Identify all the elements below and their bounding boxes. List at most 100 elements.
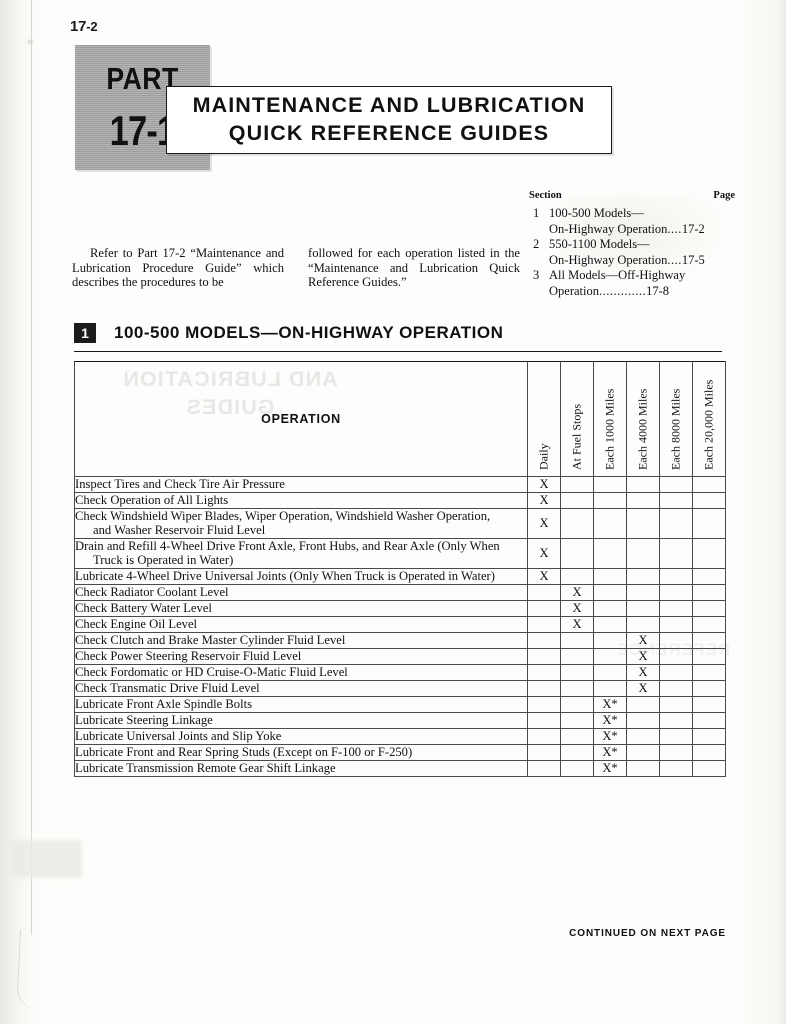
mark-cell[interactable] bbox=[626, 727, 660, 745]
mark-cell[interactable] bbox=[593, 537, 627, 569]
table-row[interactable]: Check Fordomatic or HD Cruise-O-Matic Fl… bbox=[74, 663, 726, 681]
mark-cell[interactable] bbox=[659, 647, 693, 665]
table-row[interactable]: Check Clutch and Brake Master Cylinder F… bbox=[74, 631, 726, 649]
mark-cell[interactable] bbox=[593, 679, 627, 697]
mark-cell[interactable] bbox=[527, 759, 561, 777]
mark-cell[interactable] bbox=[560, 631, 594, 649]
mark-cell[interactable]: X bbox=[560, 615, 594, 633]
mark-cell[interactable] bbox=[659, 508, 693, 539]
mark-cell[interactable] bbox=[527, 743, 561, 761]
mark-cell[interactable] bbox=[692, 711, 726, 729]
mark-cell[interactable] bbox=[560, 727, 594, 745]
mark-cell[interactable] bbox=[692, 537, 726, 569]
mark-cell[interactable] bbox=[626, 695, 660, 713]
mark-cell[interactable] bbox=[659, 476, 693, 493]
mark-cell[interactable]: X bbox=[560, 599, 594, 617]
mark-cell[interactable] bbox=[593, 492, 627, 509]
mark-cell[interactable] bbox=[593, 508, 627, 539]
mark-cell[interactable] bbox=[593, 663, 627, 681]
mark-cell[interactable]: X* bbox=[593, 711, 627, 729]
mark-cell[interactable]: X* bbox=[593, 727, 627, 745]
table-row[interactable]: Check Power Steering Reservoir Fluid Lev… bbox=[74, 647, 726, 665]
mark-cell[interactable]: X bbox=[626, 647, 660, 665]
mark-cell[interactable]: X bbox=[560, 583, 594, 601]
mark-cell[interactable] bbox=[659, 615, 693, 633]
mark-cell[interactable] bbox=[560, 647, 594, 665]
mark-cell[interactable] bbox=[659, 679, 693, 697]
mark-cell[interactable] bbox=[692, 663, 726, 681]
mark-cell[interactable] bbox=[527, 679, 561, 697]
table-row[interactable]: Lubricate Transmission Remote Gear Shift… bbox=[74, 759, 726, 777]
mark-cell[interactable] bbox=[593, 567, 627, 585]
mark-cell[interactable] bbox=[692, 567, 726, 585]
mark-cell[interactable]: X bbox=[527, 476, 561, 493]
mark-cell[interactable] bbox=[626, 476, 660, 493]
mark-cell[interactable] bbox=[659, 537, 693, 569]
mark-cell[interactable]: X* bbox=[593, 759, 627, 777]
mark-cell[interactable] bbox=[659, 583, 693, 601]
table-row[interactable]: Check Radiator Coolant Level X bbox=[74, 583, 726, 601]
table-row[interactable]: Check Battery Water Level X bbox=[74, 599, 726, 617]
mark-cell[interactable] bbox=[527, 631, 561, 649]
mark-cell[interactable] bbox=[626, 711, 660, 729]
mark-cell[interactable] bbox=[692, 759, 726, 777]
mark-cell[interactable] bbox=[692, 492, 726, 509]
mark-cell[interactable] bbox=[659, 695, 693, 713]
mark-cell[interactable] bbox=[527, 711, 561, 729]
table-row[interactable]: Drain and Refill 4-Wheel Drive Front Axl… bbox=[74, 537, 726, 569]
mark-cell[interactable] bbox=[692, 695, 726, 713]
index-row[interactable]: 3 All Models—Off-Highway Operation......… bbox=[529, 268, 735, 299]
table-row[interactable]: Lubricate Front Axle Spindle Bolts X* bbox=[74, 695, 726, 713]
mark-cell[interactable] bbox=[659, 727, 693, 745]
mark-cell[interactable] bbox=[527, 647, 561, 665]
mark-cell[interactable] bbox=[626, 759, 660, 777]
mark-cell[interactable]: X bbox=[527, 567, 561, 585]
mark-cell[interactable]: X bbox=[527, 492, 561, 509]
mark-cell[interactable] bbox=[692, 679, 726, 697]
table-row[interactable]: Check Windshield Wiper Blades, Wiper Ope… bbox=[74, 508, 726, 539]
mark-cell[interactable] bbox=[560, 743, 594, 761]
mark-cell[interactable] bbox=[659, 711, 693, 729]
mark-cell[interactable] bbox=[659, 663, 693, 681]
mark-cell[interactable]: X* bbox=[593, 695, 627, 713]
mark-cell[interactable] bbox=[659, 599, 693, 617]
index-row[interactable]: 1 100-500 Models— On-Highway Operation..… bbox=[529, 206, 735, 237]
mark-cell[interactable] bbox=[560, 476, 594, 493]
table-row[interactable]: Lubricate Universal Joints and Slip Yoke… bbox=[74, 727, 726, 745]
mark-cell[interactable] bbox=[593, 599, 627, 617]
mark-cell[interactable]: X bbox=[527, 508, 561, 539]
mark-cell[interactable] bbox=[626, 492, 660, 509]
table-row[interactable]: Lubricate Front and Rear Spring Studs (E… bbox=[74, 743, 726, 761]
mark-cell[interactable] bbox=[560, 711, 594, 729]
mark-cell[interactable] bbox=[692, 727, 726, 745]
table-row[interactable]: Lubricate 4-Wheel Drive Universal Joints… bbox=[74, 567, 726, 585]
mark-cell[interactable] bbox=[659, 492, 693, 509]
mark-cell[interactable] bbox=[560, 695, 594, 713]
mark-cell[interactable] bbox=[593, 476, 627, 493]
mark-cell[interactable]: X bbox=[626, 679, 660, 697]
mark-cell[interactable] bbox=[593, 647, 627, 665]
index-row[interactable]: 2 550-1100 Models— On-Highway Operation.… bbox=[529, 237, 735, 268]
mark-cell[interactable] bbox=[659, 567, 693, 585]
mark-cell[interactable] bbox=[692, 647, 726, 665]
mark-cell[interactable] bbox=[692, 583, 726, 601]
mark-cell[interactable] bbox=[527, 615, 561, 633]
mark-cell[interactable] bbox=[593, 583, 627, 601]
table-row[interactable]: Check Operation of All Lights X bbox=[74, 492, 726, 509]
mark-cell[interactable] bbox=[593, 631, 627, 649]
mark-cell[interactable] bbox=[560, 508, 594, 539]
mark-cell[interactable] bbox=[527, 599, 561, 617]
mark-cell[interactable] bbox=[560, 679, 594, 697]
mark-cell[interactable]: X bbox=[626, 663, 660, 681]
mark-cell[interactable] bbox=[560, 537, 594, 569]
mark-cell[interactable] bbox=[659, 631, 693, 649]
mark-cell[interactable] bbox=[659, 743, 693, 761]
mark-cell[interactable] bbox=[692, 631, 726, 649]
table-row[interactable]: Lubricate Steering Linkage X* bbox=[74, 711, 726, 729]
mark-cell[interactable]: X bbox=[527, 537, 561, 569]
mark-cell[interactable] bbox=[626, 583, 660, 601]
mark-cell[interactable] bbox=[626, 743, 660, 761]
mark-cell[interactable] bbox=[692, 508, 726, 539]
mark-cell[interactable]: X bbox=[626, 631, 660, 649]
mark-cell[interactable]: X* bbox=[593, 743, 627, 761]
